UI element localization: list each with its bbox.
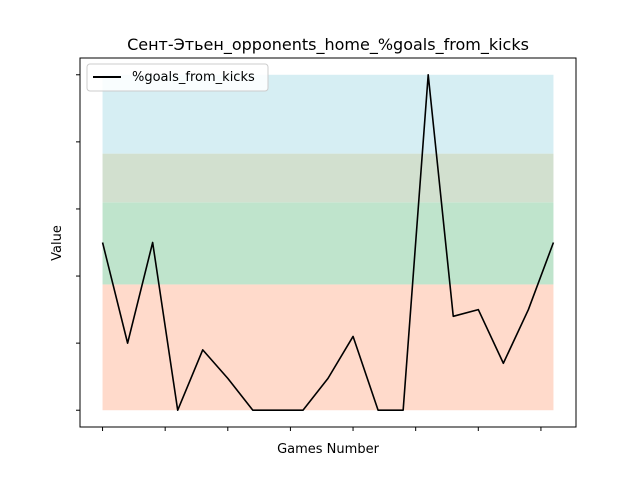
legend: %goals_from_kicks xyxy=(86,63,269,92)
chart-title: Сент-Этьен_opponents_home_%goals_from_ki… xyxy=(127,35,529,55)
y-axis-ticks xyxy=(76,74,80,411)
series-line-0 xyxy=(101,73,555,412)
band-2 xyxy=(102,153,554,203)
legend-box xyxy=(86,63,269,92)
background-bands xyxy=(102,74,554,411)
legend-label: %goals_from_kicks xyxy=(132,70,255,85)
band-1 xyxy=(102,202,554,285)
y-axis-label: Value xyxy=(50,225,65,261)
plot-frame xyxy=(79,57,577,428)
band-0 xyxy=(102,284,554,411)
series-lines xyxy=(101,73,555,412)
x-axis-label: Games Number xyxy=(277,442,379,457)
x-axis-ticks xyxy=(102,427,542,431)
